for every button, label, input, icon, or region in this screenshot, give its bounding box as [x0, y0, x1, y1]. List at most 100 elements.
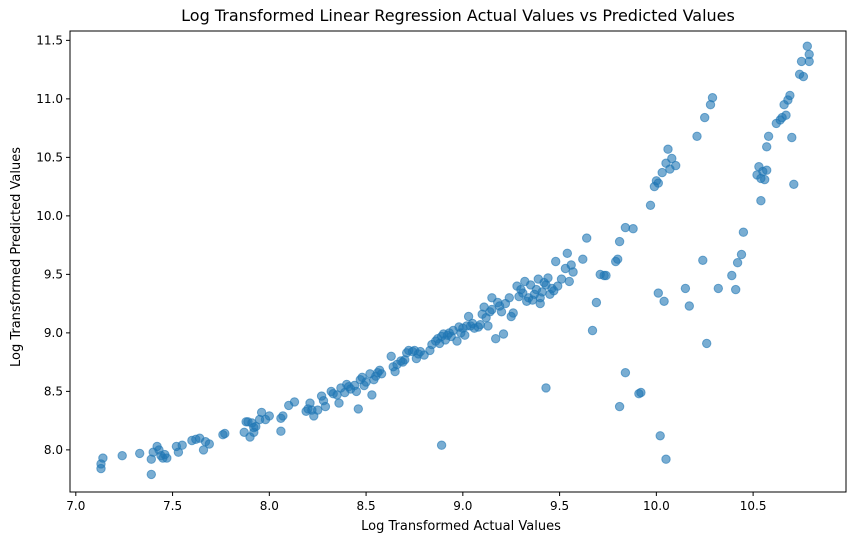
data-point: [655, 431, 665, 441]
data-point: [562, 248, 572, 259]
data-point: [698, 255, 708, 265]
data-point: [535, 298, 545, 309]
data-point: [496, 307, 507, 317]
x-tick-label: 8.5: [357, 499, 376, 513]
data-point: [713, 283, 723, 294]
data-point: [798, 71, 809, 82]
data-point: [276, 426, 286, 436]
data-point: [620, 368, 631, 378]
x-tick-label: 7.5: [163, 499, 182, 513]
data-point: [787, 132, 797, 143]
data-point: [601, 270, 611, 281]
data-point: [760, 174, 770, 185]
plot-frame: [69, 30, 847, 493]
data-point: [781, 110, 791, 120]
data-point: [732, 258, 743, 268]
data-point: [367, 390, 377, 400]
data-point: [614, 236, 625, 247]
data-point: [452, 336, 462, 346]
x-tick-label: 10.5: [740, 499, 767, 513]
chart-title: Log Transformed Linear Regression Actual…: [181, 6, 735, 25]
data-point: [460, 330, 470, 340]
data-point: [738, 227, 749, 237]
data-point: [680, 283, 691, 294]
x-tick-label: 8.0: [260, 499, 279, 513]
data-point: [659, 296, 669, 306]
data-point: [692, 131, 702, 142]
data-point: [543, 273, 553, 283]
data-point: [785, 90, 795, 101]
data-point: [684, 301, 694, 311]
data-point: [177, 440, 187, 450]
data-point: [334, 398, 344, 408]
data-point: [436, 440, 447, 450]
data-point: [796, 56, 807, 67]
data-point: [541, 383, 551, 393]
data-point: [204, 439, 215, 449]
data-point: [320, 401, 331, 412]
data-point: [498, 329, 509, 339]
data-point: [463, 311, 474, 322]
data-point: [553, 281, 563, 291]
data-point: [702, 338, 712, 349]
data-point: [173, 447, 184, 457]
data-point: [475, 320, 485, 330]
x-axis-label: Log Transformed Actual Values: [361, 519, 561, 534]
data-point: [568, 267, 578, 277]
x-tick-label: 9.5: [550, 499, 569, 513]
data-point: [763, 131, 774, 142]
y-tick-label: 9.5: [44, 267, 63, 281]
data-point: [707, 93, 718, 103]
data-point: [556, 274, 567, 284]
data-point: [491, 334, 501, 344]
data-point: [353, 404, 363, 414]
data-point: [762, 142, 772, 152]
data-point: [582, 233, 592, 243]
data-point: [700, 112, 710, 123]
data-point: [504, 293, 514, 303]
data-point: [313, 405, 323, 415]
data-point: [483, 321, 493, 331]
x-axis-ticks: 7.0 7.5 8.0 8.5 9.0 9.5 10.0 10.5: [66, 492, 766, 513]
data-point: [727, 270, 737, 281]
data-point: [613, 254, 623, 264]
data-point: [146, 469, 157, 480]
y-tick-label: 8.0: [44, 443, 63, 457]
data-point: [671, 160, 681, 171]
y-tick-label: 8.5: [44, 384, 63, 398]
data-point: [376, 369, 387, 379]
data-point: [591, 297, 602, 308]
y-tick-label: 10.5: [36, 150, 63, 164]
y-tick-label: 11.5: [36, 33, 63, 47]
data-point: [667, 153, 677, 164]
data-points: [96, 41, 814, 480]
data-point: [731, 284, 741, 295]
data-point: [487, 304, 497, 315]
data-point: [278, 411, 288, 421]
y-tick-label: 11.0: [36, 92, 63, 106]
data-point: [657, 167, 667, 178]
data-point: [628, 224, 638, 234]
data-point: [564, 276, 574, 287]
data-point: [762, 165, 772, 175]
data-point: [264, 411, 274, 421]
data-point: [661, 454, 671, 464]
data-point: [663, 144, 673, 154]
y-axis-ticks: 8.0 8.5 9.0 9.5 10.0 10.5 11.0 11.5: [36, 33, 70, 457]
data-point: [551, 256, 561, 267]
data-point: [645, 200, 656, 211]
x-tick-label: 9.0: [453, 499, 472, 513]
data-point: [653, 178, 663, 188]
data-point: [289, 397, 300, 407]
data-point: [351, 386, 362, 397]
x-tick-label: 7.0: [66, 499, 85, 513]
data-point: [508, 308, 518, 318]
data-point: [802, 41, 812, 51]
data-point: [614, 401, 625, 412]
data-point: [162, 453, 172, 463]
data-point: [117, 451, 127, 461]
data-point: [135, 448, 145, 459]
